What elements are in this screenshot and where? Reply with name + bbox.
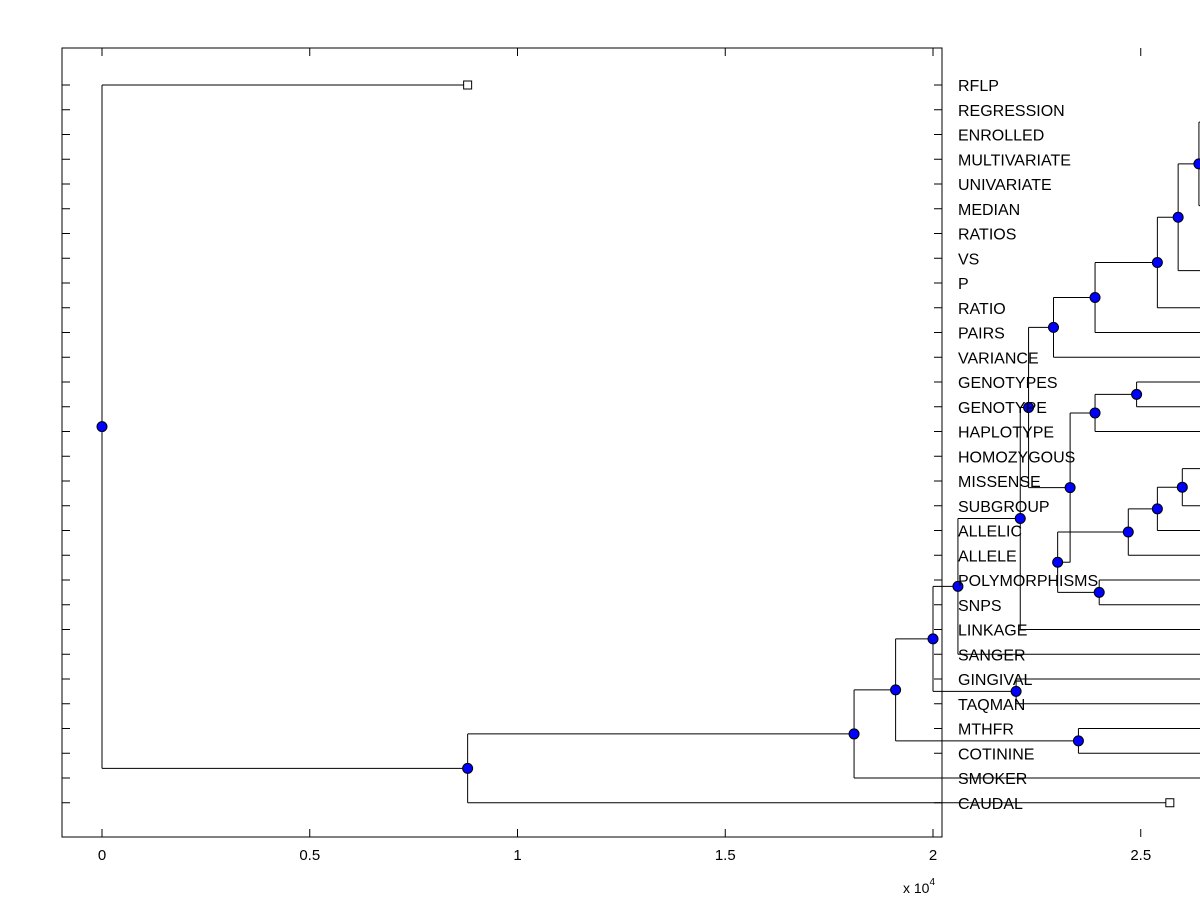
leaf-marker-rflp bbox=[463, 80, 473, 90]
merge-node-n9 bbox=[1089, 292, 1101, 304]
merge-node-n21 bbox=[1014, 512, 1026, 524]
leaf-label-allelic: ALLELIC bbox=[958, 524, 1022, 541]
merge-node-n23 bbox=[1010, 685, 1022, 697]
x-multiplier-base: x 10 bbox=[903, 880, 930, 896]
leaf-label-ratio: RATIO bbox=[958, 301, 1006, 318]
leaf-label-haplotype: HAPLOTYPE bbox=[958, 425, 1054, 442]
merge-node-n17 bbox=[1093, 586, 1105, 598]
x-tick-label: 2.5 bbox=[1130, 847, 1151, 864]
x-tick-label: 0 bbox=[98, 847, 106, 864]
leaf-label-variance: VARIANCE bbox=[958, 350, 1039, 367]
merge-node-n16 bbox=[1122, 526, 1134, 538]
x-tick-labels: 00.511.522.533.54 bbox=[98, 847, 1151, 864]
leaf-label-allele: ALLELE bbox=[958, 548, 1017, 565]
leaf-label-genotypes: GENOTYPES bbox=[958, 375, 1058, 392]
leaf-label-smoker: SMOKER bbox=[958, 771, 1027, 788]
merge-node-n26 bbox=[890, 684, 902, 696]
dendrogram-links bbox=[101, 84, 1200, 804]
x-multiplier-exponent: 4 bbox=[929, 877, 935, 888]
x-multiplier: x 104 bbox=[903, 877, 935, 896]
merge-nodes bbox=[96, 158, 1200, 774]
leaf-label-sanger: SANGER bbox=[958, 647, 1026, 664]
leaf-label-univariate: UNIVARIATE bbox=[958, 177, 1052, 194]
leaf-label-p: P bbox=[958, 276, 969, 293]
merge-node-n25 bbox=[1072, 735, 1084, 747]
leaf-label-ratios: RATIOS bbox=[958, 227, 1016, 244]
x-tick-label: 1.5 bbox=[715, 847, 736, 864]
merge-node-n24 bbox=[927, 633, 939, 645]
merge-node-n18 bbox=[1052, 556, 1064, 568]
leaf-label-snps: SNPS bbox=[958, 598, 1002, 615]
merge-node-n10 bbox=[1047, 321, 1059, 333]
merge-node-n11 bbox=[1131, 388, 1143, 400]
merge-node-n5 bbox=[1193, 158, 1200, 170]
merge-node-n27 bbox=[848, 728, 860, 740]
merge-node-n19 bbox=[1064, 482, 1076, 494]
merge-node-n20 bbox=[1023, 401, 1035, 413]
plot-frame bbox=[61, 47, 943, 838]
leaf-label-linkage: LINKAGE bbox=[958, 623, 1027, 640]
x-tick-label: 1 bbox=[513, 847, 521, 864]
merge-node-n28 bbox=[462, 762, 474, 774]
leaf-label-caudal: CAUDAL bbox=[958, 796, 1023, 813]
leaf-label-rflp: RFLP bbox=[958, 78, 999, 95]
leaf-markers bbox=[463, 80, 1175, 808]
x-tick-label: 2 bbox=[929, 847, 937, 864]
leaf-label-missense: MISSENSE bbox=[958, 474, 1041, 491]
merge-node-n22 bbox=[952, 580, 964, 592]
leaf-label-polymorphisms: POLYMORPHISMS bbox=[958, 573, 1098, 590]
x-tick-label: 0.5 bbox=[299, 847, 320, 864]
axis-ticks bbox=[62, 48, 1142, 837]
leaf-label-pairs: PAIRS bbox=[958, 326, 1005, 343]
leaf-label-median: MEDIAN bbox=[958, 202, 1020, 219]
leaf-label-cotinine: COTININE bbox=[958, 746, 1034, 763]
leaf-label-gingival: GINGIVAL bbox=[958, 672, 1032, 689]
merge-node-n12 bbox=[1089, 407, 1101, 419]
merge-node-n8 bbox=[1151, 257, 1163, 269]
merge-node-n29 bbox=[96, 421, 108, 433]
leaf-label-homozygous: HOMOZYGOUS bbox=[958, 449, 1075, 466]
leaf-label-enrolled: ENROLLED bbox=[958, 128, 1044, 145]
leaf-label-mthfr: MTHFR bbox=[958, 722, 1014, 739]
leaf-marker-caudal bbox=[1165, 798, 1175, 808]
leaf-label-vs: VS bbox=[958, 251, 979, 268]
leaf-labels: RFLP REGRESSION ENROLLED MULTIVARIATE UNIVAR… bbox=[958, 78, 1098, 813]
merge-node-n14 bbox=[1176, 481, 1188, 493]
leaf-label-regression: REGRESSION bbox=[958, 103, 1065, 120]
merge-node-n7 bbox=[1172, 211, 1184, 223]
leaf-label-taqman: TAQMAN bbox=[958, 697, 1025, 714]
leaf-label-genotype: GENOTYPE bbox=[958, 400, 1047, 417]
leaf-label-subgroup: SUBGROUP bbox=[958, 499, 1050, 516]
leaf-label-multivariate: MULTIVARIATE bbox=[958, 152, 1071, 169]
merge-node-n15 bbox=[1151, 503, 1163, 515]
